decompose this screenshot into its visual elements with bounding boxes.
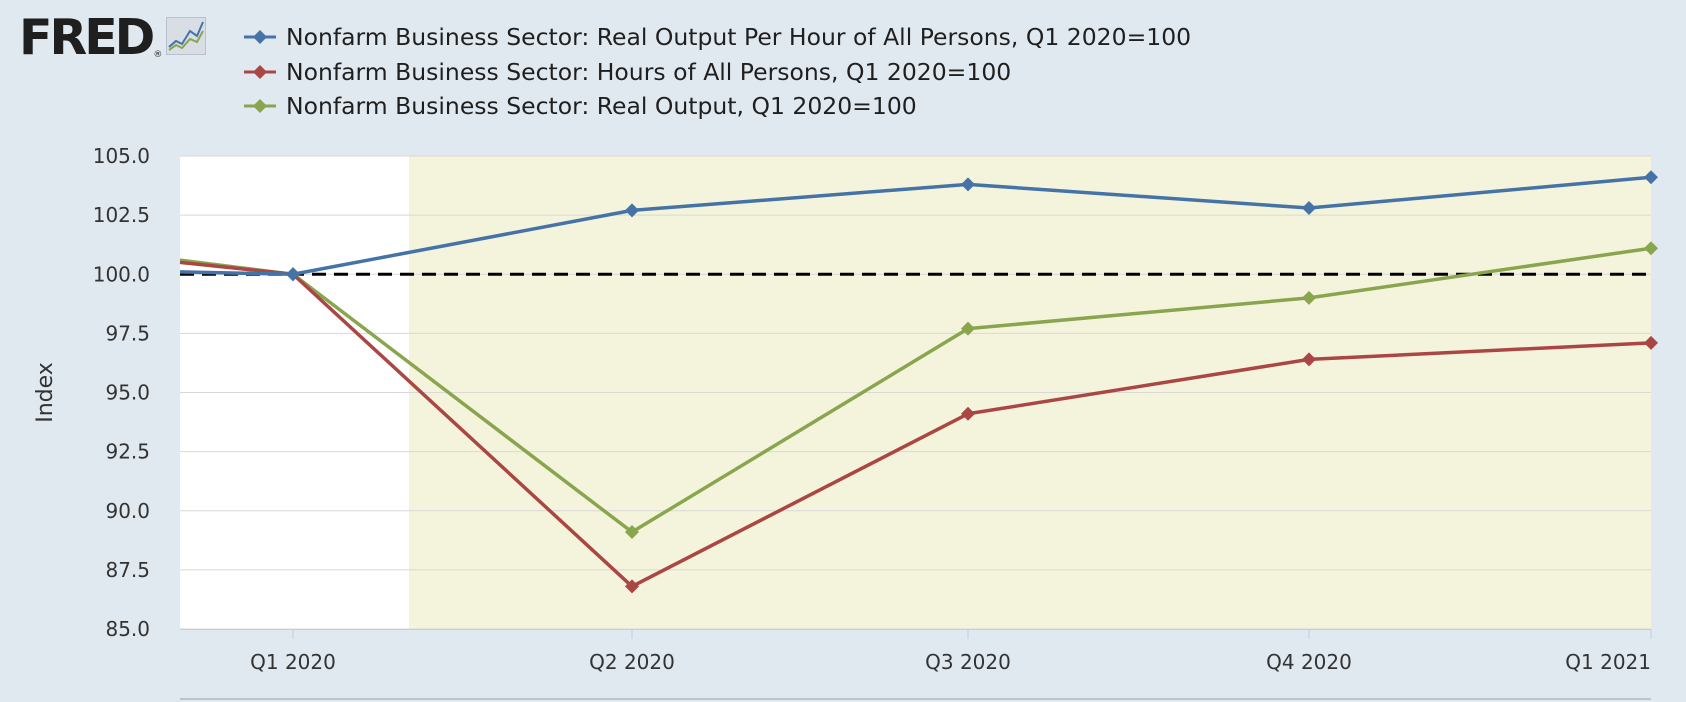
y-tick-label: 92.5: [105, 440, 150, 464]
y-axis-label: Index: [33, 362, 58, 423]
legend-item-real-output[interactable]: Nonfarm Business Sector: Real Output, Q1…: [244, 89, 1191, 124]
data-point-marker[interactable]: [286, 267, 300, 282]
y-tick-label: 90.0: [105, 499, 150, 523]
y-tick-label: 87.5: [105, 558, 150, 582]
legend-label-real-output-per-hour: Nonfarm Business Sector: Real Output Per…: [286, 23, 1192, 52]
y-tick-label: 102.5: [93, 203, 150, 227]
chart-line-icon: [166, 17, 207, 55]
fred-logo-text: FRED: [19, 9, 155, 66]
registered-mark: ®: [153, 50, 163, 60]
data-point-marker[interactable]: [625, 579, 639, 594]
chart-legend: Nonfarm Business Sector: Real Output Per…: [244, 20, 1191, 124]
legend-label-real-output: Nonfarm Business Sector: Real Output, Q1…: [286, 92, 917, 121]
data-point-marker[interactable]: [1644, 241, 1658, 256]
series-line: [179, 175, 1652, 276]
data-point-marker[interactable]: [961, 406, 975, 421]
y-tick-label: 85.0: [105, 617, 150, 641]
y-tick-label: 95.0: [105, 381, 150, 405]
x-tick-label: Q4 2020: [1266, 650, 1352, 674]
data-point-marker[interactable]: [1302, 352, 1316, 367]
x-tick-label: Q1 2021: [1565, 650, 1651, 674]
data-point-marker[interactable]: [1644, 170, 1658, 185]
data-point-marker[interactable]: [1644, 335, 1658, 350]
legend-item-hours-of-all-persons[interactable]: Nonfarm Business Sector: Hours of All Pe…: [244, 55, 1191, 90]
legend-item-real-output-per-hour[interactable]: Nonfarm Business Sector: Real Output Per…: [244, 20, 1191, 55]
x-tick-label: Q1 2020: [250, 650, 336, 674]
fred-logo[interactable]: FRED ®: [19, 9, 207, 66]
blue-series-marker-icon: [244, 30, 276, 45]
y-tick-label: 105.0: [93, 144, 150, 168]
green-series-marker-icon: [244, 99, 276, 114]
x-tick-label: Q3 2020: [925, 650, 1011, 674]
red-series-marker-icon: [244, 64, 276, 79]
y-tick-label: 97.5: [105, 321, 150, 345]
chart-header: FRED ® Nonfarm Business Sector: Real Out…: [0, 0, 1686, 130]
data-point-marker[interactable]: [961, 321, 975, 336]
data-point-marker[interactable]: [961, 177, 975, 192]
legend-label-hours-of-all-persons: Nonfarm Business Sector: Hours of All Pe…: [286, 57, 1012, 86]
data-point-marker[interactable]: [1302, 290, 1316, 305]
data-point-marker[interactable]: [625, 525, 639, 540]
x-tick-label: Q2 2020: [589, 650, 675, 674]
data-point-marker[interactable]: [1302, 201, 1316, 216]
data-point-marker[interactable]: [625, 203, 639, 218]
y-tick-label: 100.0: [93, 262, 150, 286]
